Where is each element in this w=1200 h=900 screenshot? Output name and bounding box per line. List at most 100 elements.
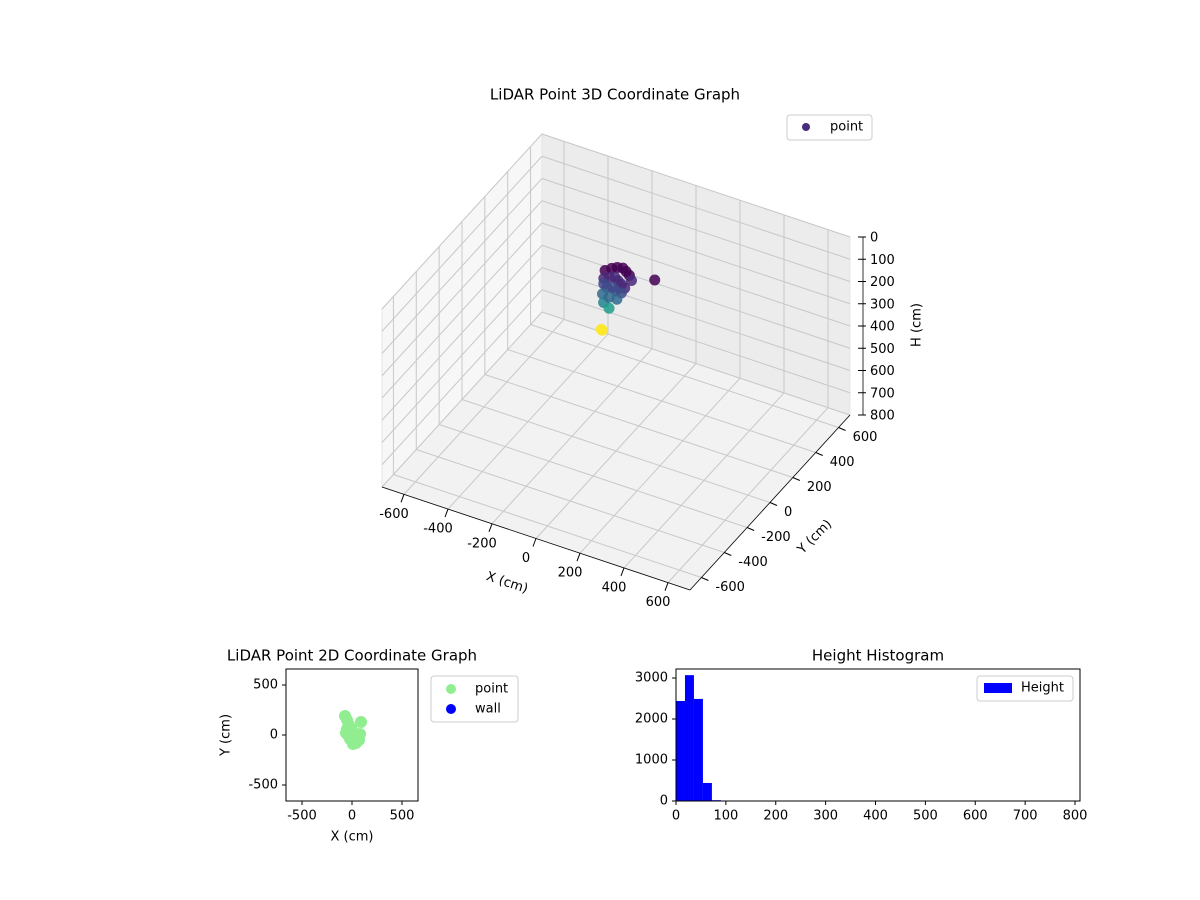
x-tick-label: 600 [963,809,988,824]
legend-marker [984,683,1012,693]
x-tick-label: 500 [913,809,938,824]
y-tick [792,477,801,481]
grid-line [541,244,851,349]
y-tick-label: 200 [807,480,832,495]
z-tick-label: 700 [870,386,895,401]
x-tick-label: 0 [522,551,530,566]
x-tick-label: 300 [813,809,838,824]
z-tick-label: 400 [870,320,895,335]
grid-line [381,178,543,354]
y-tick-label: -400 [738,555,768,570]
grid-line [381,222,543,399]
grid-line [381,267,543,443]
legend-marker [446,704,456,714]
z-axis-label: H (cm) [910,303,925,347]
z-tick-label: 500 [870,342,895,357]
y-tick-label: 0 [784,505,792,520]
legend-box [976,675,1074,702]
y-tick-label: -500 [248,778,278,793]
x-tick [488,523,493,532]
z-tick-label: 800 [870,409,895,424]
x-tick-label: 400 [602,580,627,595]
x-tick-label: 100 [713,809,738,824]
grid-line [381,133,543,310]
y-tick-label: 500 [253,678,278,693]
grid-line [416,449,725,553]
x-tick-label: 700 [1013,809,1038,824]
x-tick-label: 200 [763,809,788,824]
y-tick-label: 0 [660,794,668,809]
grid-line [541,222,851,327]
legend-label: wall [475,702,501,717]
legend-marker [446,684,456,694]
y-tick-label: 3000 [635,671,668,686]
legend-marker [802,123,810,131]
y-tick [701,577,709,581]
grid-line [461,399,771,503]
y-tick [724,552,732,556]
chart-title: LiDAR Point 2D Coordinate Graph [227,647,477,665]
point [611,293,623,305]
point [649,274,661,286]
y-tick [746,527,755,531]
z-tick-label: 300 [870,297,895,312]
bar [676,700,685,801]
y-tick-label: -200 [761,530,791,545]
x-tick [532,538,537,547]
grid-line [541,267,851,371]
legend-label: point [475,682,508,697]
bar [684,675,694,801]
y-tick [838,427,846,431]
point [596,324,608,336]
y-tick [815,452,823,456]
y-tick-label: 0 [270,728,278,743]
x-tick-label: -600 [379,507,409,522]
grid-line [393,474,702,578]
point [603,302,615,314]
grid-line [541,289,851,394]
y-tick-label: 400 [830,455,855,470]
x-tick-label: 0 [672,809,680,824]
axis-line [381,486,691,591]
z-tick-label: 600 [870,364,895,379]
x-tick [576,553,581,562]
grid-line [541,178,851,282]
x-tick-label: -200 [467,536,497,551]
legend-label: Height [1021,681,1064,696]
grid-line [541,155,851,260]
y-tick-label: 600 [853,430,878,445]
bar [693,698,703,801]
y-tick-label: 2000 [635,712,668,727]
x-tick-label: 400 [863,809,888,824]
x-tick [444,508,449,518]
grid-line [381,311,543,488]
plot-frame [675,668,1081,802]
x-axis-label: X (cm) [484,569,530,597]
x-axis-label: X (cm) [331,830,374,845]
legend-box [786,114,873,141]
x-tick-label: 0 [348,809,356,824]
x-tick-label: 800 [1063,809,1088,824]
point [625,274,637,286]
bar [702,782,712,801]
x-tick [664,582,669,591]
point [345,722,357,734]
grid-line [381,200,543,377]
y-axis-label: Y (cm) [219,714,234,757]
chart-title: LiDAR Point 3D Coordinate Graph [490,86,740,104]
z-tick-label: 200 [870,275,895,290]
grid-line [381,155,543,332]
z-tick-label: 0 [870,231,878,246]
z-tick-label: 100 [870,253,895,268]
x-tick-label: 600 [646,595,671,610]
grid-line [381,244,543,421]
legend-label: point [830,120,863,135]
grid-line [530,324,839,428]
grid-line [541,133,851,238]
x-tick-label: 200 [558,566,583,581]
x-tick [400,494,405,503]
axis-line [689,414,851,591]
point [355,716,367,728]
chart-title: Height Histogram [812,647,944,665]
